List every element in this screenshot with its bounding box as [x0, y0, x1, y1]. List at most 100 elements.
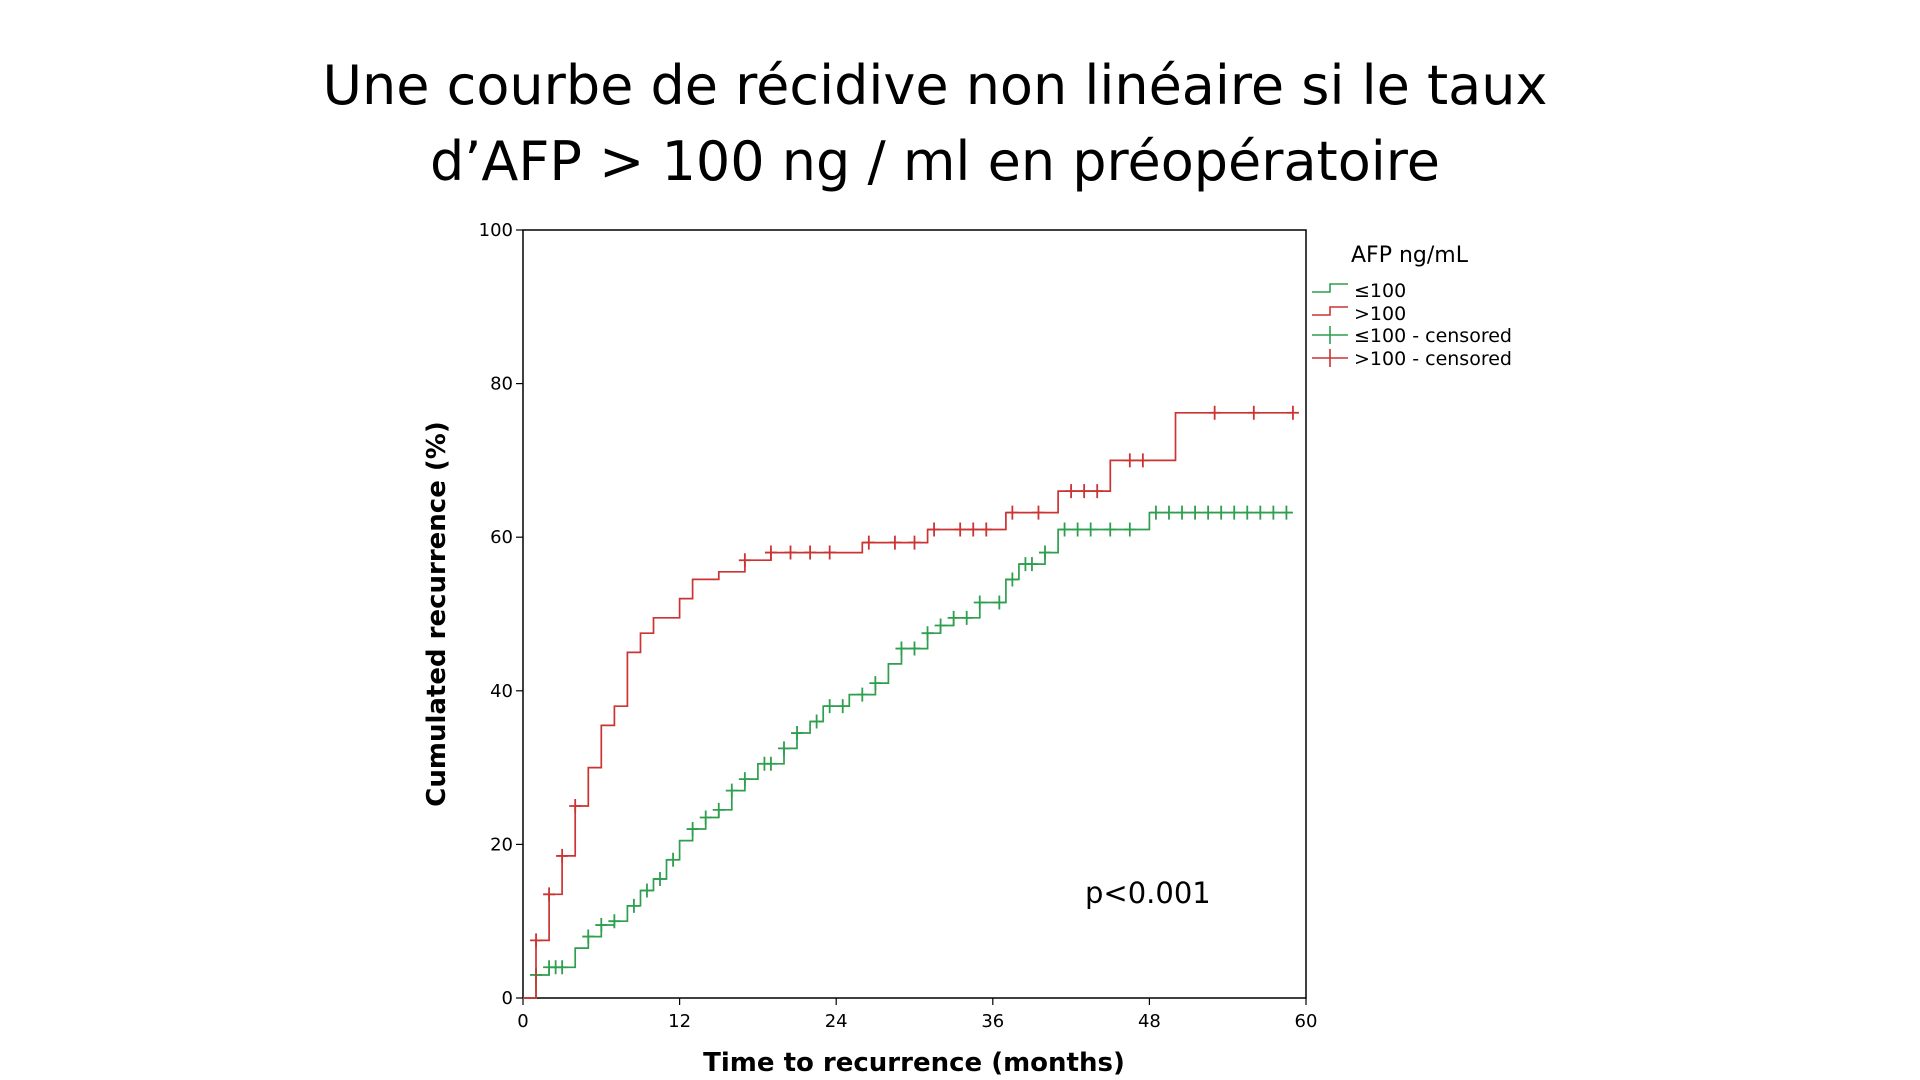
censor-mark-le100	[654, 871, 667, 886]
legend-swatch-gt100-censored	[1312, 349, 1348, 367]
y-axis-label: Cumulated recurrence (%)	[422, 421, 452, 806]
legend-title: AFP ng/mL	[1351, 243, 1469, 268]
censor-mark-le100	[856, 687, 869, 702]
y-tick-label: 0	[502, 988, 513, 1009]
censor-mark-gt100	[1091, 484, 1104, 499]
legend-entry-le100: ≤100	[1354, 280, 1406, 302]
censor-mark-gt100	[764, 545, 777, 560]
censor-mark-gt100	[967, 522, 980, 537]
censor-mark-le100	[725, 783, 738, 798]
x-tick-label: 12	[668, 1011, 691, 1032]
censor-mark-le100	[1228, 505, 1241, 520]
series-line-gt100	[523, 411, 1293, 999]
censor-mark-le100	[836, 699, 849, 714]
censor-mark-le100	[960, 610, 973, 625]
censor-mark-le100	[712, 802, 725, 817]
censor-mark-le100	[699, 810, 712, 825]
censor-mark-le100	[1162, 505, 1175, 520]
censor-mark-le100	[810, 714, 823, 729]
censor-mark-le100	[1241, 505, 1254, 520]
x-tick-label: 48	[1138, 1011, 1161, 1032]
censor-mark-le100	[921, 626, 934, 641]
legend-entry-gt100-censored: >100 - censored	[1354, 348, 1512, 370]
censor-mark-le100	[764, 756, 777, 771]
censor-mark-le100	[1202, 505, 1215, 520]
censor-mark-le100	[627, 898, 640, 913]
censor-mark-le100	[1058, 522, 1071, 537]
censor-mark-gt100	[804, 545, 817, 560]
censor-mark-le100	[595, 918, 608, 933]
series-layer	[523, 405, 1299, 999]
censor-mark-gt100	[738, 553, 751, 568]
x-tick-label: 60	[1295, 1011, 1318, 1032]
censor-mark-gt100	[530, 933, 543, 948]
censor-mark-le100	[1104, 522, 1117, 537]
plot-frame	[522, 229, 1307, 999]
censor-mark-gt100	[1078, 484, 1091, 499]
censor-mark-le100	[1189, 505, 1202, 520]
p-value-annotation: p<0.001	[1085, 876, 1211, 910]
censor-mark-le100	[947, 610, 960, 625]
censor-mark-le100	[640, 883, 653, 898]
censor-mark-le100	[686, 822, 699, 837]
censor-mark-gt100	[954, 522, 967, 537]
y-tick-label: 100	[479, 220, 513, 241]
censor-mark-le100	[1280, 505, 1293, 520]
censor-mark-le100	[869, 676, 882, 691]
legend-swatch-gt100	[1312, 306, 1348, 316]
censor-mark-le100	[1215, 505, 1228, 520]
censor-mark-gt100	[980, 522, 993, 537]
axes: 0 12 24 36 48 60 0 20 40 60 80 100	[479, 220, 1318, 1032]
censor-mark-gt100	[543, 887, 556, 902]
slide-title-line-1: Une courbe de récidive non linéaire si l…	[322, 54, 1548, 117]
censor-mark-gt100	[1065, 484, 1078, 499]
censor-mark-le100	[1123, 522, 1136, 537]
censor-mark-le100	[1006, 572, 1019, 587]
y-tick-label: 40	[490, 681, 513, 702]
censor-mark-gt100	[888, 535, 901, 550]
legend-entry-le100-censored: ≤100 - censored	[1354, 325, 1512, 347]
censor-mark-gt100	[1286, 405, 1299, 420]
slide-title: Une courbe de récidive non linéaire si l…	[260, 48, 1610, 200]
censor-mark-gt100	[1208, 405, 1221, 420]
series-line-le100	[523, 511, 1293, 999]
censor-mark-gt100	[569, 799, 582, 813]
censor-mark-gt100	[1123, 453, 1136, 468]
censor-mark-le100	[1025, 557, 1038, 572]
censor-mark-le100	[667, 852, 680, 867]
x-tick-label: 24	[825, 1011, 848, 1032]
series-gt100	[523, 405, 1299, 999]
censor-mark-le100	[778, 741, 790, 756]
legend: AFP ng/mL ≤100 >100 ≤100 - censored >100…	[1312, 243, 1512, 370]
censor-mark-le100	[1267, 505, 1280, 520]
censor-mark-gt100	[1247, 405, 1260, 420]
censor-mark-le100	[934, 618, 947, 633]
censor-mark-le100	[895, 641, 908, 656]
censor-mark-le100	[908, 641, 921, 656]
censor-mark-gt100	[928, 522, 941, 537]
censor-mark-le100	[1176, 505, 1189, 520]
censor-mark-le100	[1071, 522, 1084, 537]
censor-mark-gt100	[1136, 453, 1149, 468]
censor-mark-le100	[1254, 505, 1267, 520]
legend-swatch-le100-censored	[1312, 326, 1348, 344]
y-tick-label: 80	[490, 374, 513, 395]
censor-mark-gt100	[908, 535, 921, 550]
x-tick-label: 0	[517, 1011, 528, 1032]
slide-title-line-2: d’AFP > 100 ng / ml en préopératoire	[429, 130, 1441, 193]
censor-mark-le100	[1039, 545, 1051, 560]
censor-mark-le100	[556, 960, 569, 975]
x-tick-label: 36	[981, 1011, 1004, 1032]
legend-entry-gt100: >100	[1354, 303, 1406, 325]
censor-mark-le100	[823, 699, 836, 714]
censor-mark-le100	[582, 929, 595, 944]
censor-mark-gt100	[862, 535, 875, 550]
censor-mark-gt100	[1032, 505, 1045, 520]
censor-mark-le100	[993, 595, 1006, 610]
censor-mark-le100	[738, 772, 751, 787]
x-axis-label: Time to recurrence (months)	[703, 1048, 1125, 1078]
censor-mark-gt100	[1006, 505, 1019, 520]
y-tick-label: 60	[490, 527, 513, 548]
legend-swatch-le100	[1312, 283, 1348, 293]
